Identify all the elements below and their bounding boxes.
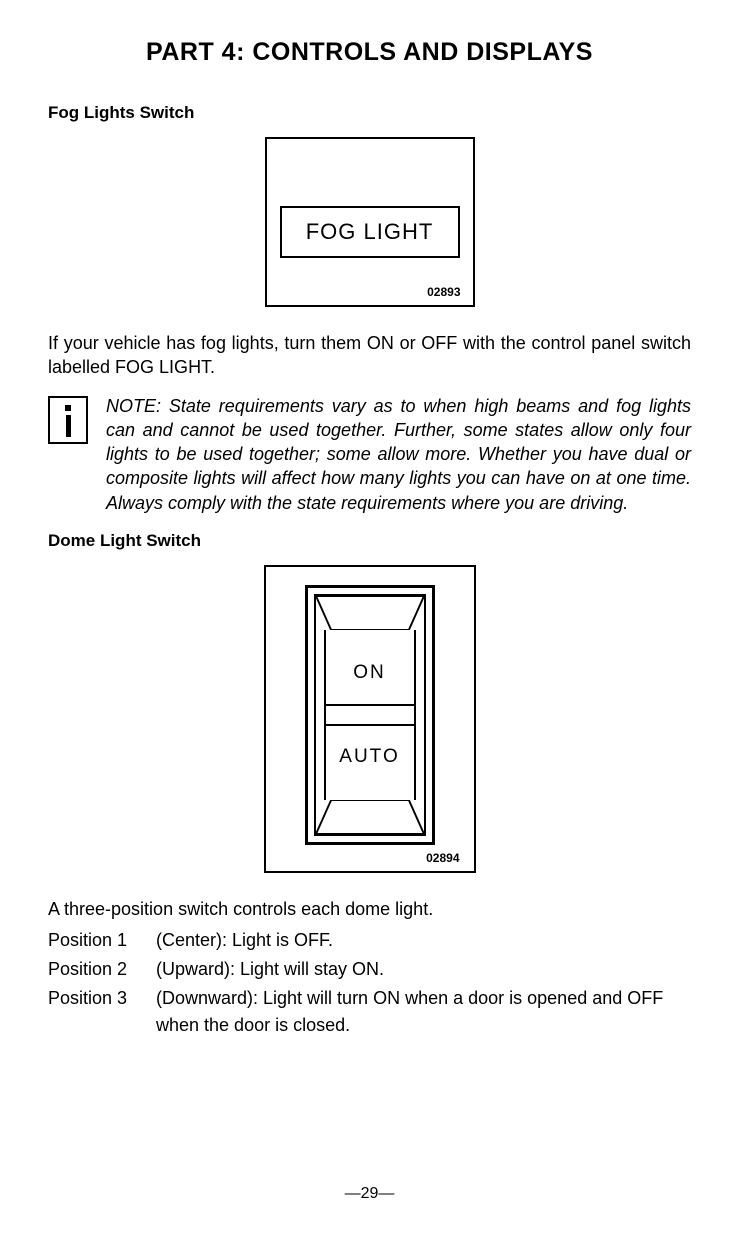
note-block: NOTE: State requirements vary as to when… bbox=[48, 394, 691, 515]
fog-lights-body-text: If your vehicle has fog lights, turn the… bbox=[48, 331, 691, 380]
fog-light-figure-container: FOG LIGHT 02893 bbox=[48, 137, 691, 307]
dome-intro-text: A three-position switch controls each do… bbox=[48, 897, 691, 921]
position-1-label: Position 1 bbox=[48, 927, 156, 954]
dome-light-heading: Dome Light Switch bbox=[48, 531, 691, 551]
info-icon bbox=[48, 396, 88, 444]
dome-switch-middle: ON AUTO bbox=[324, 630, 416, 800]
fog-light-label-box: FOG LIGHT bbox=[280, 206, 460, 258]
position-row-3: Position 3 (Downward): Light will turn O… bbox=[48, 985, 691, 1039]
fog-light-figure: FOG LIGHT 02893 bbox=[265, 137, 475, 307]
dome-auto-label: AUTO bbox=[326, 724, 414, 788]
dome-light-figure: ON AUTO 02894 bbox=[264, 565, 476, 873]
dome-on-label: ON bbox=[326, 642, 414, 706]
dome-trapezoid-top bbox=[316, 596, 424, 630]
dome-figure-container: ON AUTO 02894 bbox=[48, 565, 691, 873]
page-number: —29— bbox=[0, 1185, 739, 1203]
position-1-desc: (Center): Light is OFF. bbox=[156, 927, 691, 954]
position-2-desc: (Upward): Light will stay ON. bbox=[156, 956, 691, 983]
position-row-1: Position 1 (Center): Light is OFF. bbox=[48, 927, 691, 954]
position-2-label: Position 2 bbox=[48, 956, 156, 983]
dome-figure-id: 02894 bbox=[426, 851, 459, 865]
dome-trapezoid-bottom bbox=[316, 800, 424, 834]
dome-spacer bbox=[326, 706, 414, 724]
position-row-2: Position 2 (Upward): Light will stay ON. bbox=[48, 956, 691, 983]
position-3-desc: (Downward): Light will turn ON when a do… bbox=[156, 985, 691, 1039]
note-text: NOTE: State requirements vary as to when… bbox=[106, 394, 691, 515]
position-list: Position 1 (Center): Light is OFF. Posit… bbox=[48, 927, 691, 1039]
position-3-label: Position 3 bbox=[48, 985, 156, 1039]
dome-switch-outer: ON AUTO bbox=[305, 585, 435, 845]
fog-lights-heading: Fog Lights Switch bbox=[48, 103, 691, 123]
fog-light-figure-id: 02893 bbox=[427, 285, 460, 299]
page-title: PART 4: CONTROLS AND DISPLAYS bbox=[48, 38, 691, 67]
